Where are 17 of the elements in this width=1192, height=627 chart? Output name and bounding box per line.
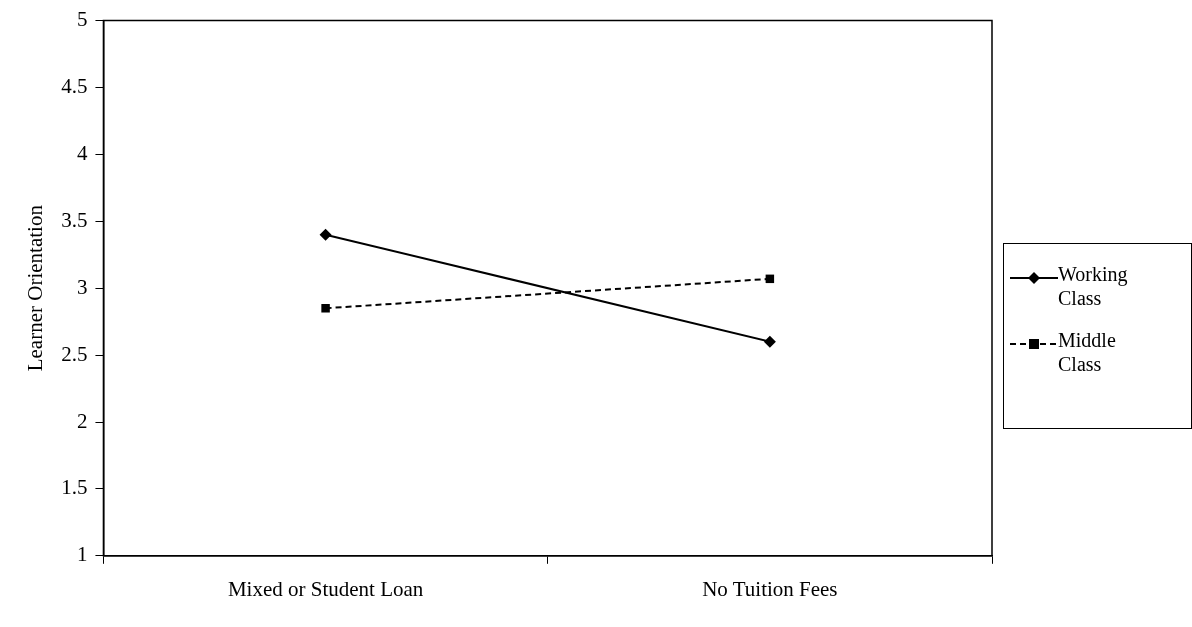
y-tick-label: 2 — [76, 408, 88, 433]
y-tick-label: 1 — [76, 542, 88, 567]
x-tick-label: No Tuition Fees — [702, 576, 838, 601]
legend-label: Middle Class — [1058, 328, 1117, 376]
y-tick-label: 2.5 — [61, 341, 88, 366]
y-tick-label: 5 — [76, 7, 88, 32]
y-tick-label: 3 — [76, 274, 88, 299]
y-tick-label: 4.5 — [61, 74, 88, 99]
point — [319, 228, 332, 241]
point — [321, 304, 330, 313]
y-tick-label: 3.5 — [61, 207, 88, 232]
legend-label: Working Class — [1058, 262, 1129, 310]
y-tick-label: 4 — [76, 140, 88, 165]
y-tick-label: 1.5 — [61, 475, 88, 500]
x-tick-label: Mixed or Student Loan — [227, 576, 424, 601]
point — [763, 335, 776, 348]
y-axis-title: Learner Orientation — [23, 204, 48, 372]
